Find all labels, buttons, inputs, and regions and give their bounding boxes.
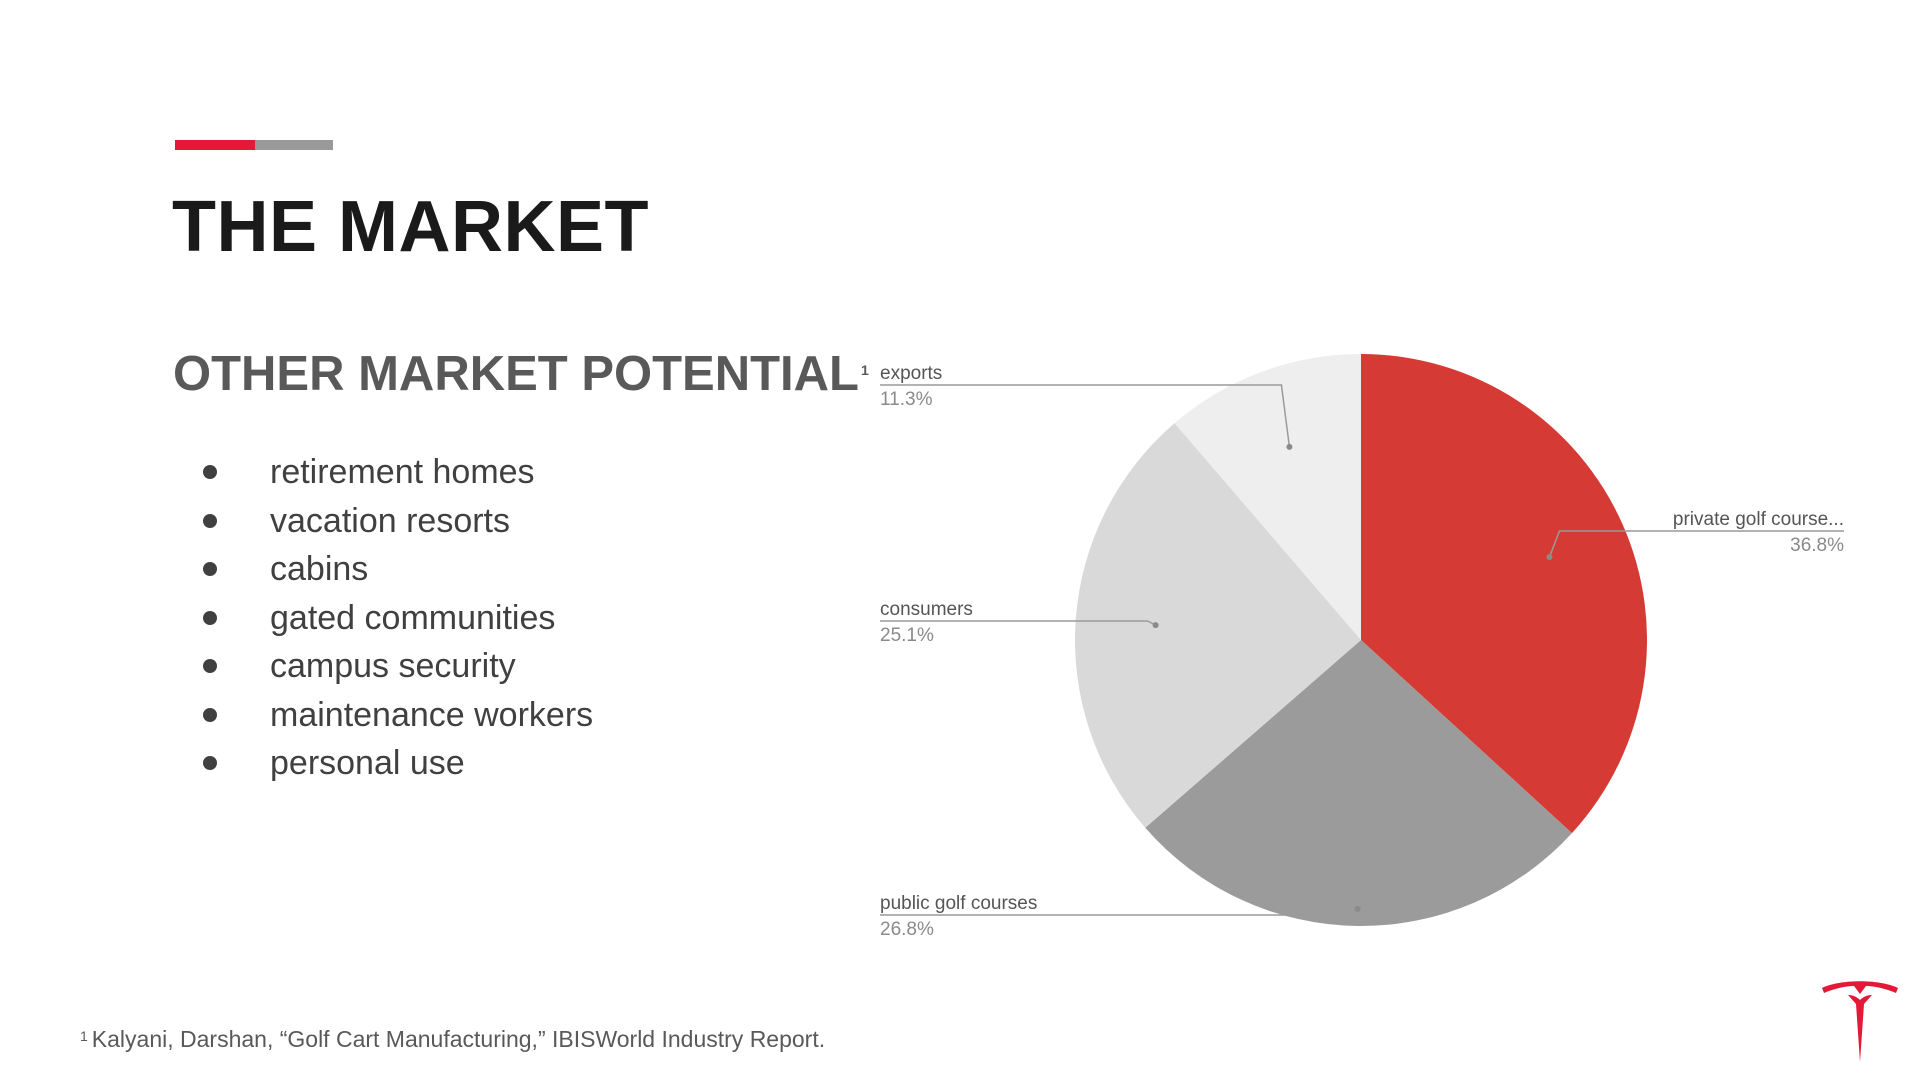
pie-slice xyxy=(1174,354,1361,640)
bullet-dot-icon xyxy=(203,465,217,479)
pie-slice-value: 26.8% xyxy=(880,919,934,940)
bullet-text: campus security xyxy=(270,647,516,685)
subtitle-text: OTHER MARKET POTENTIAL xyxy=(173,347,859,401)
bullet-item: campus security xyxy=(200,642,593,691)
pie-slice xyxy=(1074,423,1361,828)
pie-slice-value: 36.8% xyxy=(1790,535,1844,556)
bullet-dot-icon xyxy=(203,659,217,673)
pie-leader-line xyxy=(880,908,1359,916)
pie-leader-line xyxy=(1548,530,1844,558)
bullet-text: vacation resorts xyxy=(270,501,510,540)
bullet-item: personal use xyxy=(200,739,593,788)
pie-slice-label: consumers xyxy=(880,599,973,620)
pie-slice-label: exports xyxy=(880,363,942,384)
pie-slice-value: 11.3% xyxy=(880,389,933,410)
bullet-text: gated communities xyxy=(270,598,556,637)
pie-leader-dot xyxy=(1152,622,1159,629)
pie-leader-dot xyxy=(1354,905,1361,912)
bullet-dot-icon xyxy=(203,756,217,770)
bullet-text: maintenance workers xyxy=(270,695,594,734)
slide-title: THE MARKET xyxy=(172,187,649,267)
subtitle-footnote-marker: 1 xyxy=(860,362,869,378)
footnote-text: Kalyani, Darshan, “Golf Cart Manufacturi… xyxy=(91,1026,826,1052)
pie-slice-label: public golf courses xyxy=(880,893,1037,914)
pie-leader-line xyxy=(880,384,1291,448)
pie-slice xyxy=(1145,640,1572,926)
bullet-item: vacation resorts xyxy=(200,497,593,546)
bullet-item: maintenance workers xyxy=(200,691,593,740)
bullet-dot-icon xyxy=(203,610,217,625)
slide-subtitle: OTHER MARKET POTENTIAL 1 xyxy=(173,346,869,402)
bullet-item: cabins xyxy=(200,545,593,594)
pie-slice xyxy=(1361,354,1647,834)
pie-slice-value: 25.1% xyxy=(880,625,934,646)
pie-leader-line xyxy=(880,620,1156,626)
title-accent-red xyxy=(175,140,255,150)
bullet-dot-icon xyxy=(203,707,217,722)
title-accent-grey xyxy=(255,140,333,150)
bullet-item: retirement homes xyxy=(200,448,593,497)
bullet-item: gated communities xyxy=(200,594,593,643)
bullet-dot-icon xyxy=(203,513,217,528)
source-footnote: 1 Kalyani, Darshan, “Golf Cart Manufactur… xyxy=(80,1026,825,1053)
pie-leader-dot xyxy=(1546,554,1553,561)
bullet-dot-icon xyxy=(203,562,217,576)
bullet-text: personal use xyxy=(270,744,465,782)
bullet-text: cabins xyxy=(270,550,369,588)
bullet-list: retirement homes vacation resorts cabins… xyxy=(200,448,593,788)
pie-leader-dot xyxy=(1286,443,1293,450)
tesla-logo-icon xyxy=(1822,981,1898,1062)
pie-slice-label: private golf course... xyxy=(1673,509,1844,530)
bullet-text: retirement homes xyxy=(270,453,535,491)
footnote-marker: 1 xyxy=(80,1028,88,1044)
